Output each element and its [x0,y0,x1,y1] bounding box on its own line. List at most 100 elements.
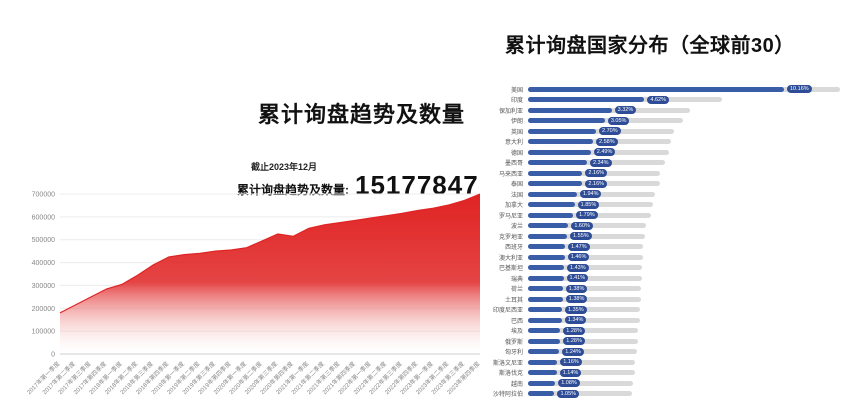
country-label: 克罗地亚 [498,234,523,241]
country-row: 伊朗 3.05% [458,116,850,127]
bar-fill [528,202,575,208]
bar-area: 2.49% [528,148,850,157]
bar-area: 10.16% [528,85,850,94]
trend-area-chart: 0 100000 200000 300000 400000 500000 600000 700… [25,192,481,397]
bar-area: 1.46% [528,253,850,262]
bar-fill [528,254,565,260]
percent-badge: 3.32% [614,106,637,115]
y-axis-label: 600000 [32,214,55,221]
country-row: 意大利 2.58% [458,137,850,148]
bar-fill [528,223,569,229]
percent-badge: 2.34% [589,158,612,167]
bar-area: 1.38% [528,295,850,304]
bar-track [528,391,633,397]
bar-area: 1.16% [528,358,850,367]
percent-badge: 1.28% [563,337,585,346]
bar-fill [528,139,593,145]
bar-fill [528,118,605,124]
bar-fill [528,286,563,292]
country-row: 西班牙 1.47% [458,242,850,253]
country-row: 俄罗斯 1.28% [458,336,850,347]
country-row: 泰国 2.16% [458,179,850,190]
country-row: 加拿大 1.85% [458,200,850,211]
country-label: 意大利 [504,140,523,147]
y-axis-label: 0 [51,352,55,359]
country-label: 泰国 [510,182,523,189]
bar-area: 3.32% [528,106,850,115]
country-row: 墨西哥 2.34% [458,158,850,169]
bar-fill [528,307,563,313]
country-row: 保加利亚 3.32% [458,105,850,116]
country-label: 匈牙利 [504,350,523,357]
bar-track [528,86,840,92]
percent-badge: 2.49% [593,148,616,157]
country-label: 瑞典 [510,276,523,283]
country-label: 越南 [510,381,523,388]
bar-area: 1.28% [528,337,850,346]
bar-area: 1.35% [528,305,850,314]
country-row: 法国 1.94% [458,189,850,200]
bar-fill [528,380,556,386]
country-label: 埃及 [510,329,523,336]
trend-chart-title: 累计询盘趋势及数量 [258,102,466,127]
bar-area: 3.05% [528,116,850,125]
country-label: 斯洛伐克 [498,371,523,378]
country-row: 英国 2.70% [458,126,850,137]
country-row: 越南 1.08% [458,378,850,389]
bar-track [528,97,723,103]
country-row: 印度尼西亚 1.35% [458,305,850,316]
country-label: 俄罗斯 [504,339,523,346]
bar-area: 1.94% [528,190,850,199]
country-row: 荷兰 1.38% [458,284,850,295]
bar-fill [528,107,612,113]
bar-area: 2.34% [528,158,850,167]
country-row: 沙特阿拉伯 1.05% [458,389,850,400]
country-bar-chart: 美国 10.16% 印度 4.62% 保加利亚 3.32% 伊朗 3.05% 英国 2.70% 意大… [458,84,850,399]
total-inquiries-value: 15177847 [355,170,479,200]
country-row: 克罗地亚 1.55% [458,231,850,242]
bar-track [528,370,635,376]
country-row: 瑞典 1.41% [458,273,850,284]
country-row: 斯洛文尼亚 1.16% [458,357,850,368]
bar-fill [528,338,561,344]
percent-badge: 4.62% [647,95,670,104]
percent-badge: 1.46% [567,253,590,262]
bar-fill [528,233,568,239]
bar-area: 1.28% [528,326,850,335]
percent-badge: 1.41% [566,274,589,283]
bar-fill [528,149,591,155]
country-row: 巴西 1.34% [458,315,850,326]
as-of-date-label: 截止2023年12月 [251,162,318,172]
bar-area: 1.05% [528,389,850,398]
percent-badge: 1.35% [565,305,587,314]
country-label: 波兰 [510,224,523,231]
bar-area: 1.08% [528,379,850,388]
country-label: 荷兰 [510,287,523,294]
bar-fill [528,212,574,218]
bar-track [528,107,690,113]
country-row: 波兰 1.60% [458,221,850,232]
country-row: 巴基斯坦 1.43% [458,263,850,274]
country-chart-title: 累计询盘国家分布（全球前30） [505,35,795,57]
percent-badge: 1.28% [563,326,585,335]
bar-fill [528,97,645,103]
y-axis-label: 100000 [32,329,55,336]
country-row: 美国 10.16% [458,84,850,95]
y-axis-label: 200000 [32,306,55,313]
bar-area: 1.47% [528,242,850,251]
country-label: 墨西哥 [504,161,523,168]
y-axis-label: 400000 [32,260,55,267]
country-label: 伊朗 [510,119,523,126]
percent-badge: 2.16% [585,179,608,188]
percent-badge: 1.79% [576,211,598,220]
country-row: 斯洛伐克 1.14% [458,368,850,379]
bar-area: 1.41% [528,274,850,283]
bar-area: 1.38% [528,284,850,293]
country-label: 罗马尼亚 [498,213,523,220]
bar-fill [528,191,577,197]
bar-fill [528,170,583,176]
country-label: 澳大利亚 [498,255,523,262]
bar-fill [528,181,583,187]
bar-area: 1.14% [528,368,850,377]
